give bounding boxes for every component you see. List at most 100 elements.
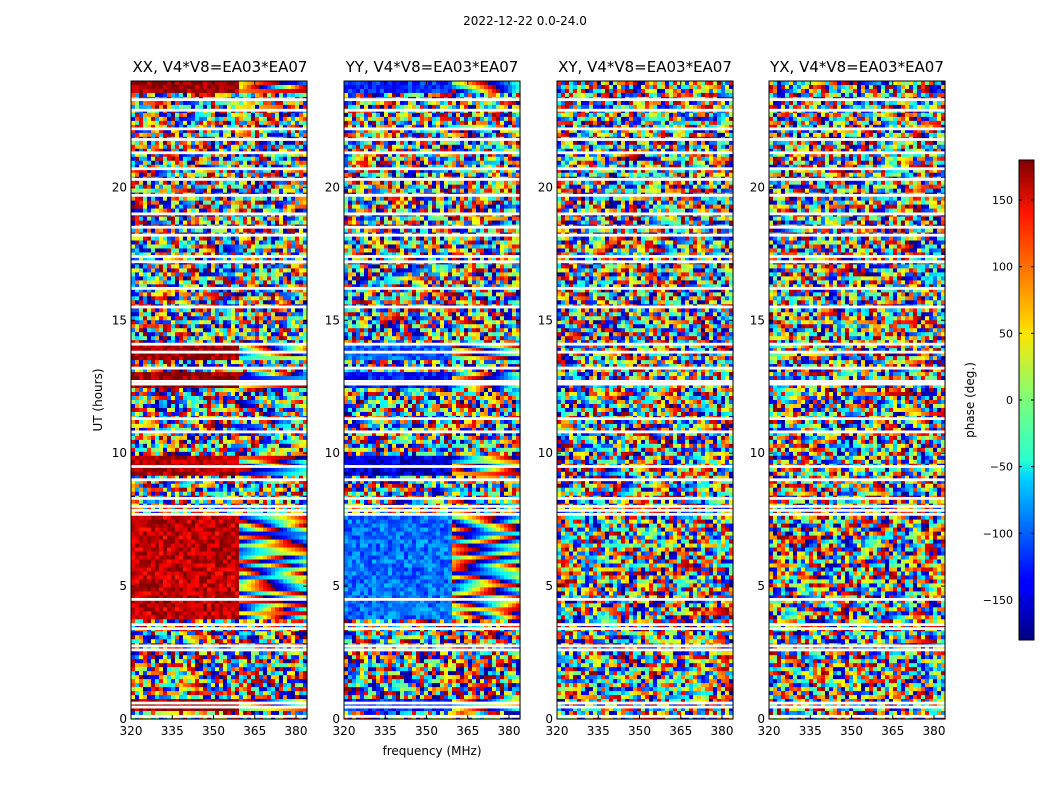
axes-frame (768, 80, 946, 720)
flagged-row (131, 379, 307, 383)
flagged-row (344, 627, 520, 631)
flagged-row (131, 305, 307, 309)
flagged-row (344, 151, 520, 155)
flagged-row (131, 350, 307, 354)
flagged-row (344, 167, 520, 171)
flagged-row (131, 138, 307, 141)
flagged-row (344, 417, 520, 421)
flagged-row (131, 177, 307, 181)
flagged-row (769, 193, 945, 197)
flagged-row (131, 504, 307, 508)
flagged-row (557, 151, 733, 155)
flagged-row (557, 98, 733, 102)
flagged-row (769, 478, 945, 482)
x-tick-label: 365 (243, 724, 266, 738)
flagged-row (131, 382, 307, 386)
flagged-row (557, 366, 733, 370)
flagged-row (769, 714, 945, 718)
flagged-row (131, 430, 307, 434)
panel-xx: 320 335 350 365 380 0 5 10 15 20 (112, 80, 308, 738)
axes-frame (343, 80, 521, 720)
x-tick-label: 320 (120, 724, 143, 738)
x-tick-label: 350 (840, 724, 863, 738)
flagged-row (557, 127, 733, 131)
flagged-row (769, 177, 945, 181)
flagged-row (131, 648, 307, 652)
y-tick-label: 15 (112, 313, 127, 327)
flagged-row (769, 350, 945, 354)
y-tick-label: 10 (325, 446, 340, 460)
flagged-row (769, 225, 945, 229)
panel-yy: 320 335 350 365 380 0 5 10 15 20 (325, 80, 521, 738)
flagged-row (344, 138, 520, 141)
x-tick-label: 365 (669, 724, 692, 738)
flagged-row (131, 714, 307, 718)
flagged-row (769, 305, 945, 309)
flagged-row (344, 597, 520, 601)
flagged-row (557, 597, 733, 601)
panel-title-yx: YX, V4*V8=EA03*EA07 (752, 58, 962, 76)
x-tick-label: 380 (923, 724, 946, 738)
flagged-row (131, 623, 307, 627)
colorbar-tick-label: −150 (983, 594, 1013, 607)
x-tick-label: 335 (799, 724, 822, 738)
flagged-row (769, 430, 945, 434)
flagged-row (131, 225, 307, 229)
flagged-row (769, 167, 945, 171)
flagged-row (344, 305, 520, 309)
flagged-row (344, 255, 520, 258)
y-tick-label: 0 (757, 712, 765, 726)
flagged-row (557, 212, 733, 216)
colorbar-tick-label: −100 (983, 527, 1013, 540)
colorbar-label: phase (deg.) (963, 362, 977, 438)
flagged-row (769, 212, 945, 216)
figure-title: 2022-12-22 0.0-24.0 (0, 14, 1050, 28)
flagged-row (769, 138, 945, 141)
y-tick-label: 20 (325, 180, 340, 194)
y-tick-label: 10 (112, 446, 127, 460)
flagged-row (769, 705, 945, 709)
flagged-row (557, 233, 733, 237)
flagged-row (557, 255, 733, 258)
flagged-row (344, 623, 520, 627)
flagged-row (131, 465, 307, 468)
y-tick-label: 15 (325, 313, 340, 327)
x-tick-label: 335 (161, 724, 184, 738)
x-tick-label: 380 (498, 724, 521, 738)
y-tick-label: 20 (538, 180, 553, 194)
flagged-row (131, 366, 307, 370)
flagged-row (344, 286, 520, 290)
flagged-row (769, 382, 945, 386)
flagged-row (344, 705, 520, 709)
flagged-row (344, 714, 520, 718)
flagged-row (769, 417, 945, 421)
flagged-row (557, 225, 733, 229)
flagged-row (557, 508, 733, 512)
flagged-row (557, 701, 733, 705)
flagged-row (557, 512, 733, 516)
y-tick-label: 5 (332, 579, 340, 593)
flagged-row (131, 260, 307, 264)
flagged-row (131, 286, 307, 290)
axes-frame (130, 80, 308, 720)
flagged-row (131, 151, 307, 155)
flagged-row (344, 193, 520, 197)
flagged-row (131, 98, 307, 102)
flagged-row (557, 193, 733, 197)
x-tick-label: 350 (415, 724, 438, 738)
flagged-row (769, 379, 945, 383)
flagged-row (557, 623, 733, 627)
flagged-row (557, 504, 733, 508)
panel-title-xy: XY, V4*V8=EA03*EA07 (540, 58, 750, 76)
flagged-row (769, 366, 945, 370)
flagged-row (769, 342, 945, 346)
colorbar-tick-label: 50 (999, 327, 1013, 340)
flagged-row (344, 260, 520, 264)
flagged-row (769, 108, 945, 112)
flagged-row (769, 644, 945, 648)
flagged-row (557, 648, 733, 652)
x-tick-label: 350 (628, 724, 651, 738)
panels-group: 320 335 350 365 380 0 5 10 15 20 320 335 350 365 380 0 5… (112, 80, 946, 738)
flagged-row (344, 701, 520, 705)
